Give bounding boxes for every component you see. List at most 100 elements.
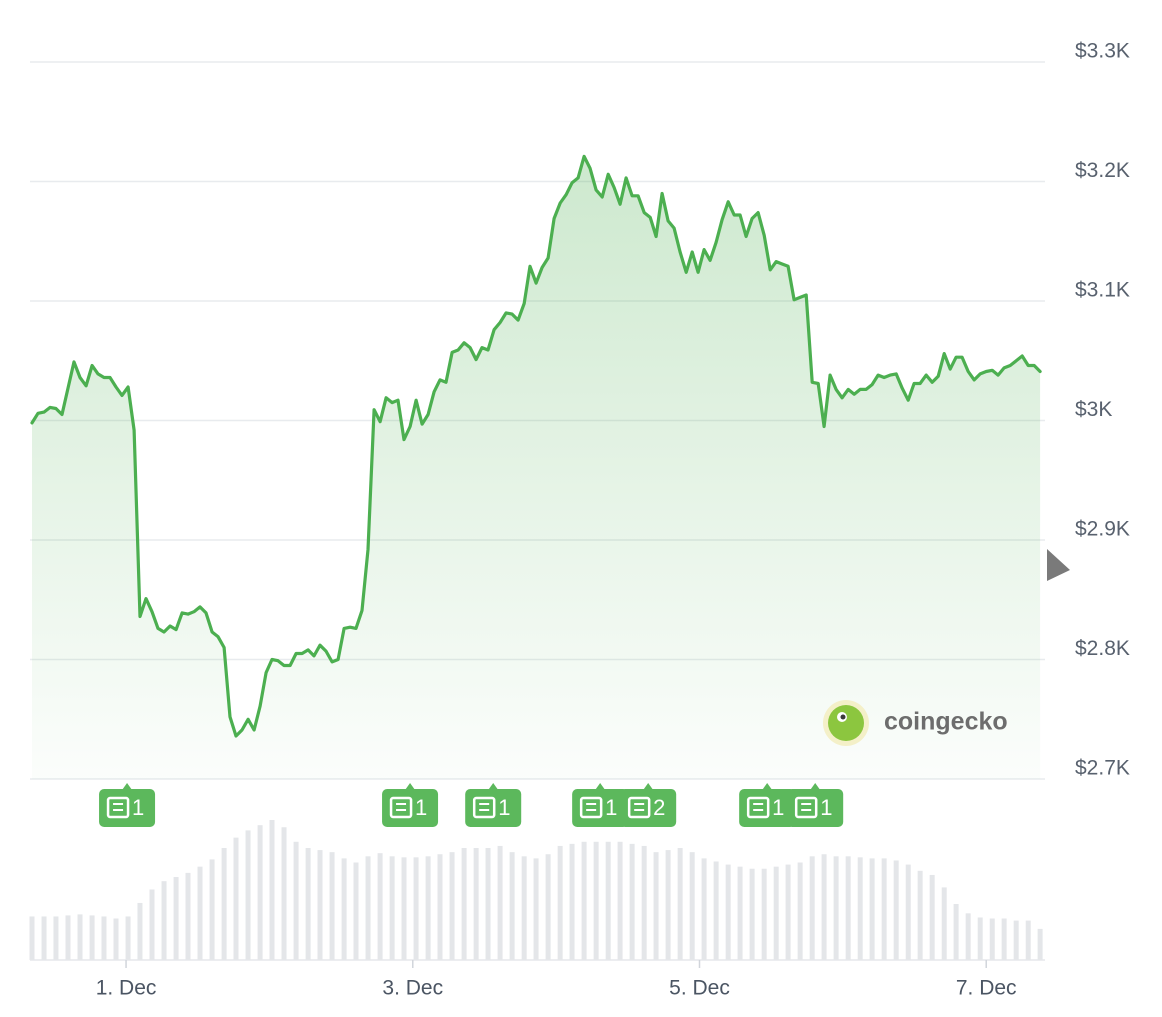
news-badge: 1 [382, 783, 439, 827]
news-icon [579, 796, 603, 819]
badge-count: 1 [498, 795, 510, 820]
volume-bar [677, 848, 683, 960]
volume-bar [173, 877, 179, 960]
y-tick-label: $3.3K [1075, 40, 1130, 63]
badge-pointer [810, 783, 821, 790]
volume-bar [629, 843, 635, 960]
volume-bar [533, 858, 539, 960]
volume-bar [917, 870, 923, 960]
volume-bar [665, 850, 671, 960]
volume-bar [725, 864, 731, 960]
volume-bar [221, 848, 227, 960]
volume-bar [845, 856, 851, 960]
volume-bar [977, 917, 983, 960]
watermark: coingecko [823, 700, 1008, 746]
volume-bar [341, 858, 347, 960]
badge-count: 1 [415, 795, 427, 820]
volume-bar [101, 916, 107, 960]
volume-bar [785, 864, 791, 960]
volume-bar [89, 915, 95, 960]
volume-bar [125, 916, 131, 960]
volume-bar [425, 856, 431, 960]
volume-bar [869, 858, 875, 960]
volume-bar [389, 856, 395, 960]
watermark-text: coingecko [884, 708, 1008, 736]
price-pointer [1047, 549, 1070, 581]
volume-bar [305, 848, 311, 960]
volume-bar [593, 841, 599, 960]
plot-layer: 1 1 1 1 2 1 1 [30, 154, 1042, 827]
volume-bar [53, 916, 59, 960]
volume-bar [521, 856, 527, 960]
volume-bar [233, 837, 239, 960]
news-icon [627, 796, 651, 819]
volume-bar [281, 827, 287, 960]
volume-bar [485, 848, 491, 960]
volume-bar [29, 916, 35, 960]
y-tick-label: $3.2K [1075, 159, 1130, 182]
badge-pointer [488, 783, 499, 790]
volume-bar [77, 914, 83, 960]
volume-bar [953, 904, 959, 960]
badge-pointer [405, 783, 416, 790]
news-icon [746, 796, 770, 819]
volume-bar [293, 841, 299, 960]
logo [828, 705, 864, 741]
badge-count: 1 [820, 795, 832, 820]
volume-bar [149, 889, 155, 960]
volume-bar [713, 861, 719, 960]
volume-bar [209, 859, 215, 960]
volume-bar [857, 857, 863, 960]
price-area [32, 156, 1041, 779]
volume-bar [65, 915, 71, 960]
news-badge: 2 [620, 783, 677, 827]
volume-bar [329, 852, 335, 960]
volume-bar [449, 852, 455, 960]
volume-bar [1037, 928, 1043, 960]
x-tick-label: 5. Dec [669, 977, 730, 1000]
volume-bar [437, 854, 443, 960]
badge-count: 1 [132, 795, 144, 820]
logo-pupil [840, 714, 846, 720]
badge-count: 2 [653, 795, 665, 820]
volume-bar [773, 866, 779, 960]
news-badge: 1 [572, 783, 629, 827]
y-tick-label: $2.9K [1075, 518, 1130, 541]
volume-bar [113, 918, 119, 960]
badge-pointer [643, 783, 654, 790]
volume-bar [377, 853, 383, 960]
x-tick-label: 1. Dec [96, 977, 157, 1000]
volume-bar [581, 841, 587, 960]
volume-bar [749, 868, 755, 960]
volume-bar [317, 850, 323, 960]
x-tick-label: 3. Dec [382, 977, 443, 1000]
volume-bar [545, 854, 551, 960]
volume-bar [257, 825, 263, 960]
volume-bar [929, 874, 935, 960]
volume-bar [353, 862, 359, 960]
volume-bar [881, 858, 887, 960]
badge-pointer [595, 783, 606, 790]
volume-bar [617, 841, 623, 960]
volume-bar [1013, 920, 1019, 960]
volume-bar [461, 848, 467, 960]
news-badge: 1 [99, 783, 156, 827]
news-icon [106, 796, 130, 819]
volume-bar [641, 845, 647, 960]
y-tick-label: $3.1K [1075, 279, 1130, 302]
badge-pointer [762, 783, 773, 790]
volume-bar [893, 860, 899, 960]
y-tick-label: $3K [1075, 398, 1112, 421]
volume-bar [737, 866, 743, 960]
volume-bar [557, 845, 563, 960]
volume-bar [989, 918, 995, 960]
volume-bar [41, 916, 47, 960]
volume-bar [821, 854, 827, 960]
volume-bar [197, 866, 203, 960]
volume-bar [761, 868, 767, 960]
news-badge: 1 [739, 783, 796, 827]
volume-bar [905, 864, 911, 960]
volume-bar [605, 841, 611, 960]
y-tick-label: $2.8K [1075, 637, 1130, 660]
news-badge: 1 [465, 783, 522, 827]
